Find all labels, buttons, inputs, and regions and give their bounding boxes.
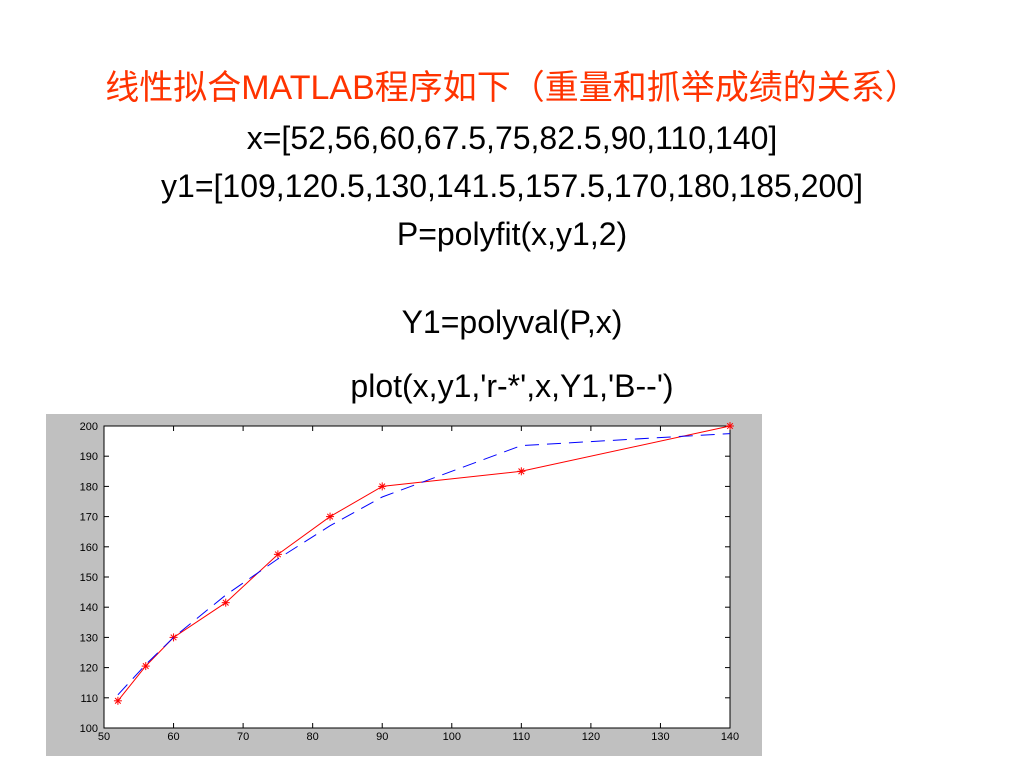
y-tick-label: 180: [80, 481, 98, 493]
series-0-marker: [726, 422, 734, 430]
series-0-marker: [378, 482, 387, 491]
code-line-plot: plot(x,y1,'r-*',x,Y1,'B--'): [350, 368, 674, 404]
series-0-marker: [221, 598, 230, 607]
y-tick-label: 200: [80, 421, 98, 433]
x-tick-label: 80: [307, 731, 319, 743]
y-tick-label: 120: [80, 663, 98, 675]
x-tick-label: 60: [167, 731, 179, 743]
matlab-figure: 50 60 70 80 90 100 110 120 130 140 100 110 120 130 140…: [46, 414, 762, 756]
code-line-y1: y1=[109,120.5,130,141.5,157.5,170,180,18…: [161, 168, 863, 204]
slide-title: 线性拟合MATLAB程序如下（重量和抓举成绩的关系）: [105, 69, 919, 107]
series-0-marker: [517, 467, 526, 476]
series-0-marker: [273, 550, 282, 559]
y-tick-label: 140: [80, 602, 98, 614]
ticks-layer: 50 60 70 80 90 100 110 120 130 140 100 110 120 130 140…: [80, 421, 740, 743]
y-tick-label: 110: [80, 693, 98, 705]
series-layer: [113, 422, 734, 705]
series-0-marker: [113, 696, 122, 705]
series-0-marker: [326, 512, 335, 521]
x-tick-label: 120: [582, 731, 600, 743]
x-tick-label: 90: [376, 731, 388, 743]
series-line-1: [117, 433, 731, 696]
code-line-polyval: Y1=polyval(P,x): [401, 304, 623, 340]
y-tick-label: 130: [80, 632, 98, 644]
x-tick-label: 130: [651, 731, 669, 743]
x-tick-label: 140: [721, 731, 739, 743]
y-tick-label: 160: [80, 542, 98, 554]
y-tick-label: 170: [80, 512, 98, 524]
x-tick-label: 70: [237, 731, 249, 743]
y-tick-label: 100: [80, 723, 98, 735]
y-tick-label: 150: [80, 572, 98, 584]
x-tick-label: 100: [443, 731, 461, 743]
chart-svg: 50 60 70 80 90 100 110 120 130 140 100 110 120 130 140…: [80, 421, 740, 743]
axes-area: [103, 425, 731, 729]
x-tick-label: 110: [513, 731, 531, 743]
code-line-x: x=[52,56,60,67.5,75,82.5,90,110,140]: [246, 120, 778, 156]
series-0-marker: [141, 662, 150, 671]
x-tick-label: 50: [98, 731, 110, 743]
y-tick-label: 190: [80, 451, 98, 463]
code-line-polyfit: P=polyfit(x,y1,2): [396, 216, 628, 252]
